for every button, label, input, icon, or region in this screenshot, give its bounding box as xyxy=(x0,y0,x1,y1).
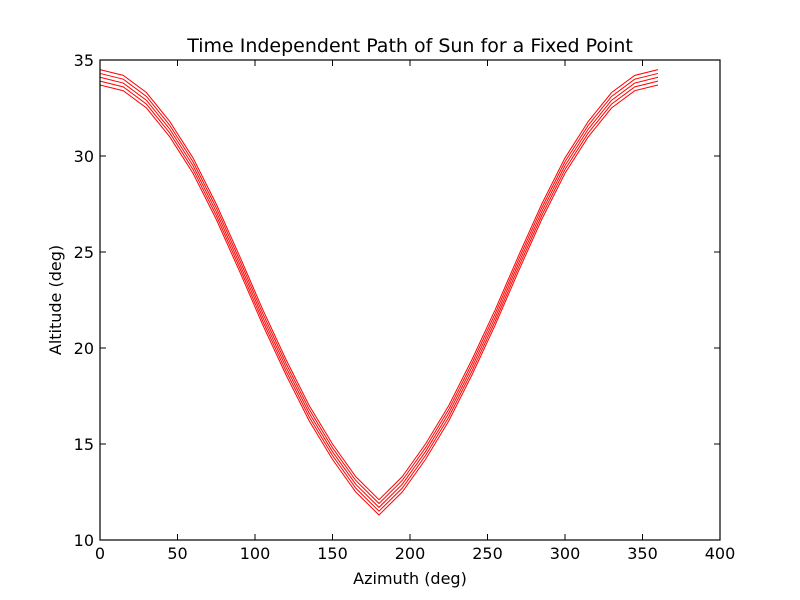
x-tick-label: 200 xyxy=(395,544,426,563)
x-tick-label: 150 xyxy=(317,544,348,563)
series-layer xyxy=(99,69,659,516)
x-tick-label: 350 xyxy=(627,544,658,563)
chart-title: Time Independent Path of Sun for a Fixed… xyxy=(186,35,633,57)
x-tick-label: 400 xyxy=(705,544,736,563)
y-tick-label: 15 xyxy=(74,435,94,454)
y-tick-label: 25 xyxy=(74,243,94,262)
y-tick-label: 35 xyxy=(74,51,94,70)
series-line-3 xyxy=(99,76,659,509)
y-tick-label: 10 xyxy=(74,531,94,550)
series-line-1 xyxy=(99,84,659,516)
plot-frame xyxy=(99,59,721,541)
y-tick-label: 30 xyxy=(74,147,94,166)
series-line-5 xyxy=(99,69,659,501)
x-tick-label: 0 xyxy=(95,544,105,563)
y-axis-label: Altitude (deg) xyxy=(46,245,65,355)
x-tick-label: 100 xyxy=(240,544,271,563)
x-tick-label: 250 xyxy=(472,544,503,563)
y-tick-label: 20 xyxy=(74,339,94,358)
x-tick-label: 50 xyxy=(167,544,187,563)
series-line-4 xyxy=(99,72,659,505)
ticks-layer: 0 50 100 150 200 250 300 350 400 10 15 20 25 30 35 xyxy=(74,51,736,563)
x-tick-label: 300 xyxy=(550,544,581,563)
x-axis-label: Azimuth (deg) xyxy=(353,569,467,588)
series-line-2 xyxy=(99,80,659,512)
